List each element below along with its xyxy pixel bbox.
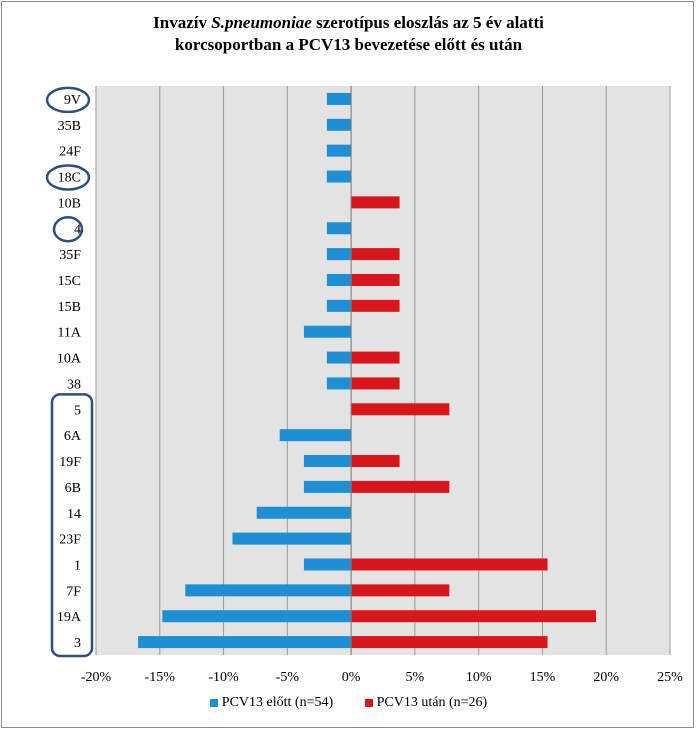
legend-label-after: PCV13 után (n=26) <box>376 695 488 710</box>
bar-after <box>351 480 450 493</box>
category-label: 3 <box>74 636 81 651</box>
bar-before <box>303 455 352 468</box>
title-part1: Invazív <box>153 13 212 32</box>
category-label: 19A <box>57 610 82 625</box>
legend-label-before: PCV13 előtt (n=54) <box>221 695 334 710</box>
bar-after <box>351 558 548 571</box>
category-label: 23F <box>59 533 81 548</box>
bar-after <box>351 248 400 261</box>
x-tick-label: 25% <box>657 670 683 685</box>
bar-after <box>351 196 400 209</box>
title-italic: S.pneumoniae <box>211 13 312 32</box>
category-label: 35B <box>58 119 81 134</box>
bar-before <box>232 532 352 545</box>
bar-after <box>351 584 450 597</box>
x-tick-label: -10% <box>208 670 239 685</box>
bar-after <box>351 610 597 623</box>
x-tick-label: 0% <box>342 670 361 685</box>
legend-swatch-before <box>209 698 218 707</box>
bar-before <box>326 299 352 312</box>
chart-title: Invazív S.pneumoniae szerotípus eloszlás… <box>0 12 697 56</box>
bar-before <box>303 480 352 493</box>
highlight-circle <box>52 216 84 243</box>
category-label: 10B <box>58 196 81 211</box>
bar-before <box>326 377 352 390</box>
bar-before <box>326 118 352 131</box>
category-label: 10A <box>57 352 82 367</box>
bar-after <box>351 403 450 416</box>
category-label: 14 <box>67 507 81 522</box>
category-label: 35F <box>59 248 81 263</box>
x-tick-label: -20% <box>81 670 112 685</box>
category-label: 24F <box>59 145 81 160</box>
bar-before <box>326 170 352 183</box>
bar-before <box>326 273 352 286</box>
bar-after <box>351 273 400 286</box>
x-tick-label: -15% <box>145 670 176 685</box>
category-label: 11A <box>57 326 81 341</box>
x-tick-label: 20% <box>593 670 619 685</box>
legend-item-before: PCV13 előtt (n=54) <box>209 695 334 711</box>
category-label: 38 <box>67 377 81 392</box>
highlight-circle <box>45 164 91 191</box>
legend: PCV13 előtt (n=54) PCV13 után (n=26) <box>0 695 697 711</box>
category-label: 9V <box>64 93 81 108</box>
legend-item-after: PCV13 után (n=26) <box>364 695 488 711</box>
bar-before <box>303 558 352 571</box>
bar-before <box>326 351 352 364</box>
category-label: 7F <box>66 584 81 599</box>
bar-after <box>351 377 400 390</box>
x-tick-label: 5% <box>406 670 425 685</box>
category-label: 6B <box>65 481 81 496</box>
bar-after <box>351 636 548 649</box>
highlight-group-box <box>50 393 94 658</box>
x-tick-label: 15% <box>530 670 556 685</box>
bar-before <box>326 92 352 105</box>
bar-before <box>256 506 352 519</box>
bar-after <box>351 455 400 468</box>
x-tick-label: 10% <box>466 670 492 685</box>
category-label: 19F <box>59 455 81 470</box>
bar-after <box>351 351 400 364</box>
bar-before <box>162 610 352 623</box>
title-line2: korcsoportban a PCV13 bevezetése előtt é… <box>174 35 523 54</box>
bar-before <box>326 144 352 157</box>
category-label: 6A <box>64 429 82 444</box>
bar-after <box>351 299 400 312</box>
bar-before <box>303 325 352 338</box>
bar-before <box>326 222 352 235</box>
category-label: 15C <box>58 274 81 289</box>
category-label: 18C <box>58 171 81 186</box>
category-label: 4 <box>74 222 81 237</box>
x-tick-label: -5% <box>276 670 300 685</box>
title-part2: szerotípus eloszlás az 5 év alatti <box>311 13 544 32</box>
bar-before <box>138 636 352 649</box>
category-label: 15B <box>58 300 81 315</box>
bar-before <box>185 584 352 597</box>
highlight-circle <box>45 86 91 114</box>
legend-swatch-after <box>364 698 373 707</box>
bar-before <box>279 429 352 442</box>
bar-before <box>326 248 352 261</box>
category-label: 5 <box>74 403 81 418</box>
category-label: 1 <box>74 558 81 573</box>
